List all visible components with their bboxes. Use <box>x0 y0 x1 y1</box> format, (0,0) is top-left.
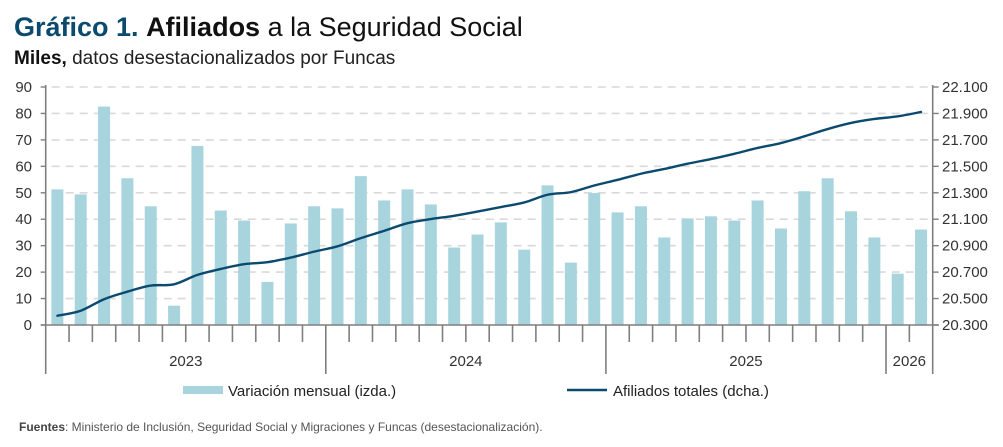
bar <box>261 281 274 325</box>
chart-title-bold: Afiliados <box>146 12 261 42</box>
left-tick-label: 80 <box>15 105 32 122</box>
year-label: 2026 <box>893 353 926 370</box>
bar <box>704 216 717 325</box>
bar <box>915 229 928 325</box>
x-axis: 2023 2024 2025 2026 <box>44 325 934 374</box>
year-label: 2023 <box>169 353 202 370</box>
bar <box>588 193 601 325</box>
bar <box>168 305 181 325</box>
right-tick-label: 20.900 <box>942 238 988 255</box>
right-tick-label: 20.700 <box>942 264 988 281</box>
bar <box>658 237 671 325</box>
bar <box>354 176 367 325</box>
left-tick-label: 40 <box>15 211 32 228</box>
bar <box>144 206 157 325</box>
chart-subtitle-unit: Miles, <box>14 48 67 69</box>
bar <box>448 247 461 325</box>
source-note: Fuentes: Ministerio de Inclusión, Seguri… <box>19 420 543 434</box>
bar <box>191 145 204 325</box>
bar <box>798 191 811 325</box>
bar <box>611 212 624 325</box>
chart-subtitle-rest: datos desestacionalizados por Funcas <box>66 48 396 69</box>
bar <box>845 211 858 325</box>
source-label: Fuentes <box>19 420 66 434</box>
bar <box>331 208 344 325</box>
right-tick-label: 21.700 <box>942 132 988 149</box>
bar <box>868 237 881 325</box>
bar <box>98 106 111 326</box>
left-tick-label: 60 <box>15 158 32 175</box>
right-tick-label: 20.300 <box>942 317 988 334</box>
left-axis-tick-labels: 0 10 20 30 40 50 60 70 80 90 <box>15 79 32 334</box>
chart-title-number: Gráfico 1. <box>14 12 139 42</box>
left-tick-label: 30 <box>15 238 32 255</box>
bar <box>774 228 787 325</box>
bar <box>471 234 484 325</box>
bar <box>891 273 904 325</box>
right-tick-label: 21.100 <box>942 211 988 228</box>
chart-subtitle: Miles, datos desestacionalizados por Fun… <box>14 47 395 71</box>
bar <box>378 200 391 325</box>
chart-title: Gráfico 1. Afiliados a la Seguridad Soci… <box>14 10 523 44</box>
gridlines <box>51 86 929 300</box>
year-label: 2024 <box>449 353 482 370</box>
left-tick-label: 90 <box>15 79 32 96</box>
left-tick-label: 0 <box>24 317 32 334</box>
left-tick-label: 10 <box>15 291 32 308</box>
bar <box>284 223 297 325</box>
bar <box>424 204 437 325</box>
bar <box>634 206 647 325</box>
left-tick-label: 20 <box>15 264 32 281</box>
bar <box>518 249 531 325</box>
bar <box>238 220 251 325</box>
bar <box>121 178 134 325</box>
right-axis-tick-labels: 20.300 20.500 20.700 20.900 21.100 21.300 21.5… <box>942 79 988 334</box>
source-text: : Ministerio de Inclusión, Seguridad Soc… <box>65 420 543 434</box>
legend-label-line: Afiliados totales (dcha.) <box>613 383 769 400</box>
bar <box>728 220 741 325</box>
bar <box>308 206 321 325</box>
left-tick-label: 70 <box>15 132 32 149</box>
line-series-afiliados <box>56 110 923 317</box>
right-tick-label: 21.500 <box>942 158 988 175</box>
left-tick-label: 50 <box>15 185 32 202</box>
chart-title-rest: a la Seguridad Social <box>260 12 523 42</box>
bar <box>401 189 414 325</box>
legend-label-bar: Variación mensual (izda.) <box>228 383 396 400</box>
right-tick-label: 20.500 <box>942 291 988 308</box>
legend: Variación mensual (izda.) Afiliados tota… <box>183 383 769 400</box>
bar <box>821 178 834 325</box>
bar <box>751 200 764 325</box>
year-label: 2025 <box>729 353 762 370</box>
bar <box>51 189 64 325</box>
bar <box>541 185 554 325</box>
bar <box>564 262 577 325</box>
right-tick-label: 21.300 <box>942 185 988 202</box>
bar <box>494 222 507 325</box>
right-tick-label: 21.900 <box>942 105 988 122</box>
bar <box>681 218 694 325</box>
bar <box>74 194 87 325</box>
right-tick-label: 22.100 <box>942 79 988 96</box>
legend-swatch-bar <box>183 386 223 394</box>
